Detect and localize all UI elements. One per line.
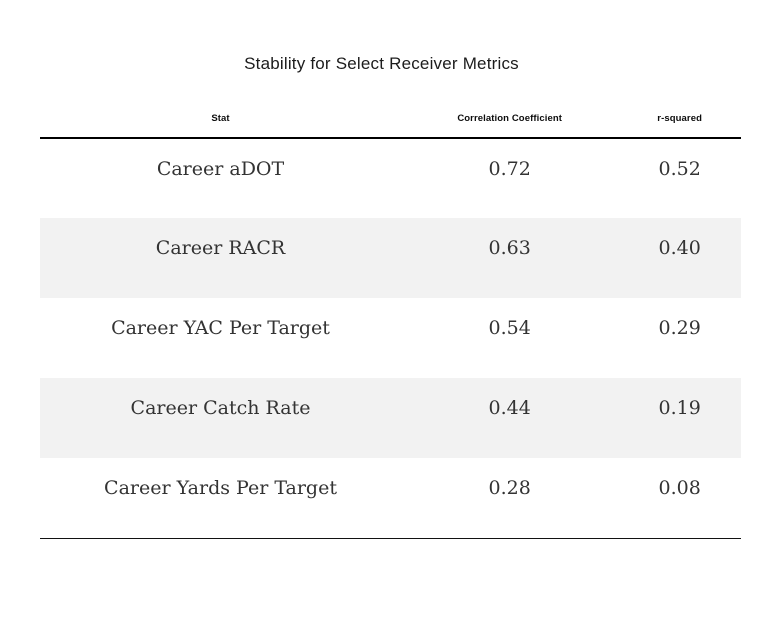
stat-cell: Career RACR <box>155 237 286 259</box>
stability-table: Stat Correlation Coefficient r-squared C… <box>40 113 741 539</box>
column-header-r-squared: r-squared <box>618 113 741 139</box>
table-row: Career Catch Rate 0.44 0.19 <box>40 378 741 458</box>
r-squared-cell: 0.29 <box>658 317 701 339</box>
page-title: Stability for Select Receiver Metrics <box>244 54 519 73</box>
correlation-cell: 0.44 <box>488 397 531 419</box>
correlation-cell: 0.54 <box>488 317 531 339</box>
table-figure: { "chart_data": { "type": "table", "titl… <box>0 55 763 618</box>
table-row: Career RACR 0.63 0.40 <box>40 218 741 298</box>
table-row: Career aDOT 0.72 0.52 <box>40 138 741 218</box>
table-header-row: Stat Correlation Coefficient r-squared <box>40 113 741 139</box>
column-header-correlation-coefficient: Correlation Coefficient <box>401 113 619 139</box>
correlation-cell: 0.72 <box>488 158 531 180</box>
r-squared-cell: 0.40 <box>658 237 701 259</box>
r-squared-cell: 0.19 <box>658 397 701 419</box>
stat-cell: Career YAC Per Target <box>111 317 330 339</box>
table-header: Stat Correlation Coefficient r-squared <box>40 113 741 139</box>
column-header-stat: Stat <box>40 113 402 139</box>
stat-cell: Career aDOT <box>156 158 285 180</box>
r-squared-cell: 0.08 <box>658 477 701 499</box>
table-body: Career aDOT 0.72 0.52 Career RACR 0.63 0… <box>40 138 741 538</box>
stat-cell: Career Catch Rate <box>130 397 311 419</box>
correlation-cell: 0.28 <box>488 477 531 499</box>
table-row: Career Yards Per Target 0.28 0.08 <box>40 458 741 538</box>
correlation-cell: 0.63 <box>488 237 531 259</box>
r-squared-cell: 0.52 <box>658 158 701 180</box>
table-row: Career YAC Per Target 0.54 0.29 <box>40 298 741 378</box>
stat-cell: Career Yards Per Target <box>104 477 337 499</box>
